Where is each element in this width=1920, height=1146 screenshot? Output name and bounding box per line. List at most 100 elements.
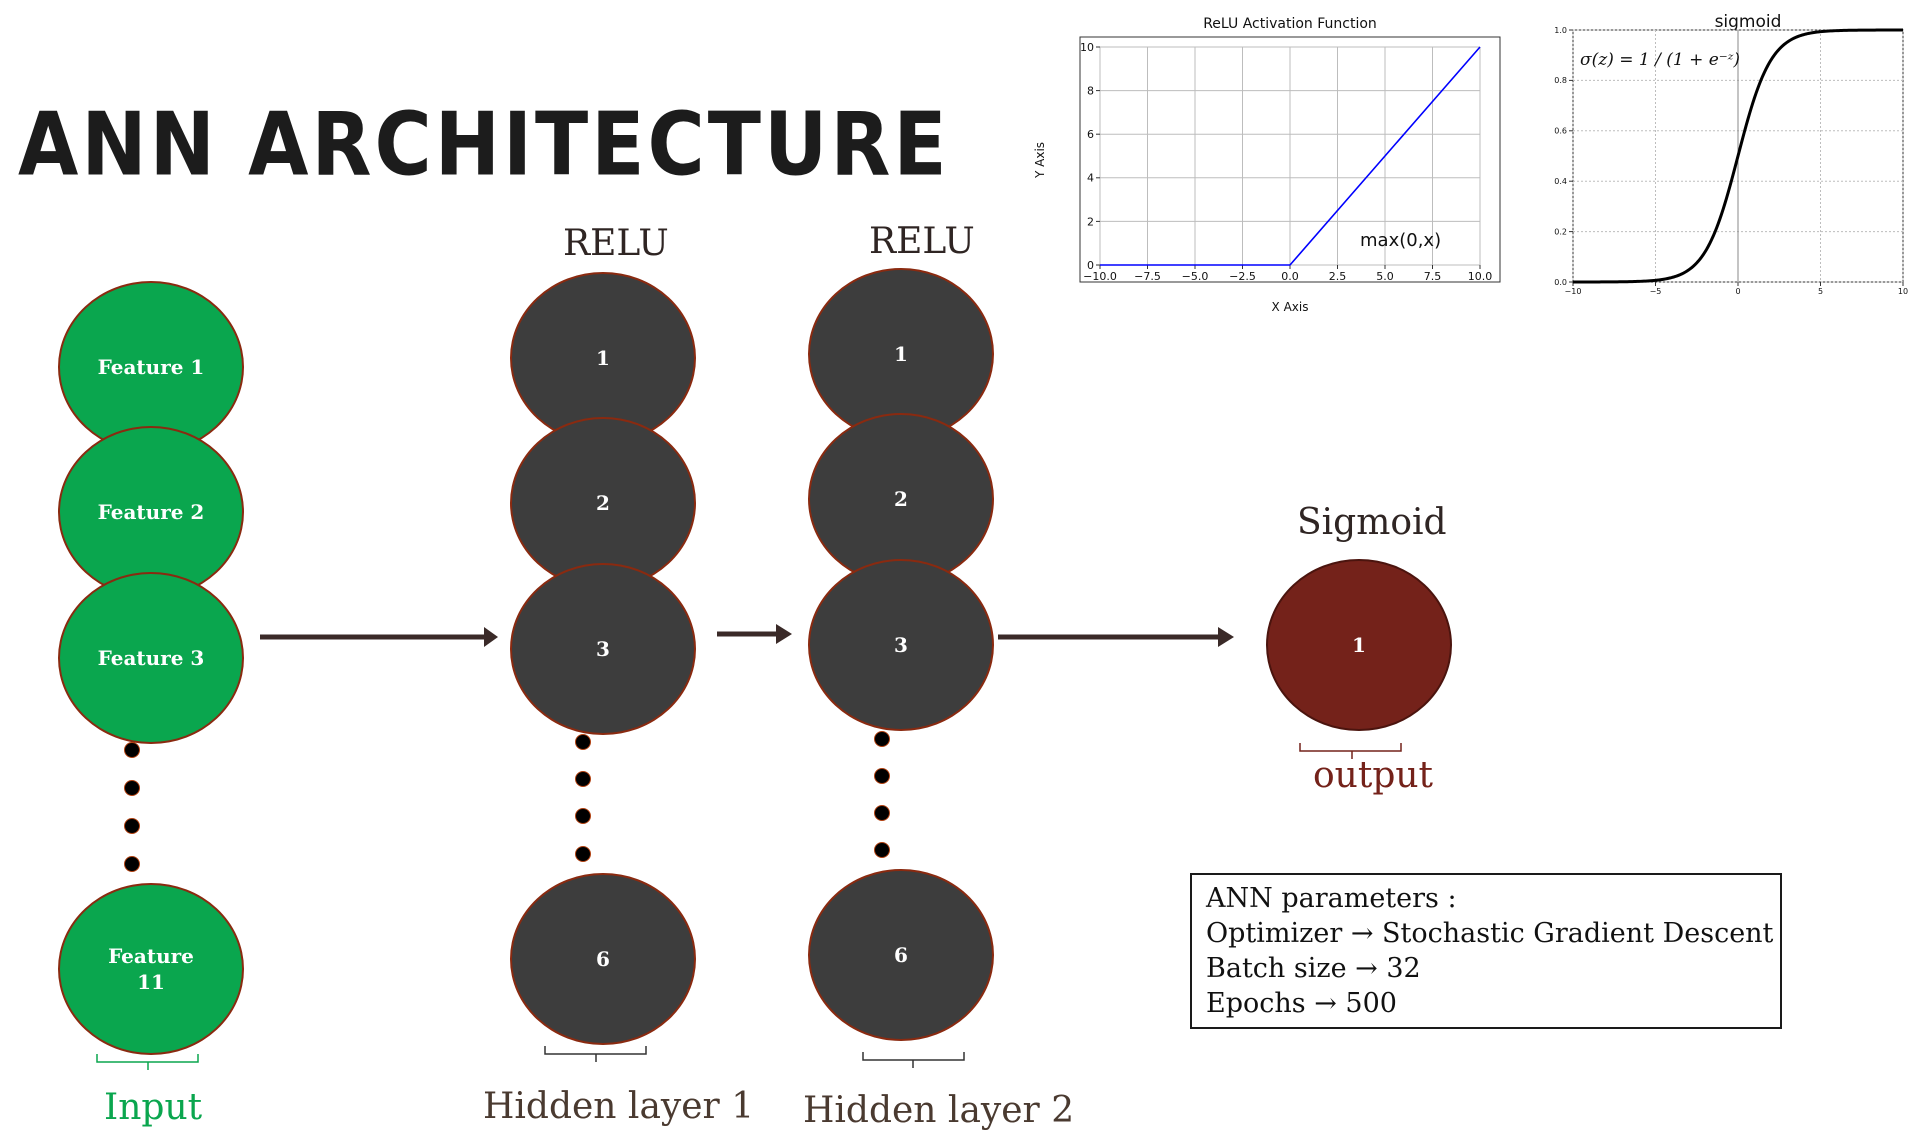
y-tick-label: 0.2 xyxy=(1554,227,1567,236)
ellipsis-dot xyxy=(575,808,591,824)
relu-x-ticks: −10.0 −7.5 −5.0 −2.5 0.0 2.5 5.0 7.5 10.0 xyxy=(1083,265,1492,283)
input-bracket xyxy=(96,1054,199,1070)
hidden1-node-3: 3 xyxy=(510,563,696,735)
relu-y-axis-label: Y Axis xyxy=(1033,142,1047,179)
y-tick-label: 0.0 xyxy=(1554,278,1567,287)
hidden1-node-1: 1 xyxy=(510,272,696,444)
input-node-label: Feature 2 xyxy=(97,500,205,524)
params-epochs: Epochs → 500 xyxy=(1206,988,1397,1019)
ellipsis-dot xyxy=(874,805,890,821)
hidden1-layer-label: Hidden layer 1 xyxy=(483,1086,755,1127)
hidden-node-label: 6 xyxy=(894,943,908,967)
hidden1-activation: RELU xyxy=(563,223,669,264)
ellipsis-dot xyxy=(124,818,140,834)
x-tick-label: 2.5 xyxy=(1329,270,1347,283)
ellipsis-dot xyxy=(575,734,591,750)
hidden-node-label: 3 xyxy=(894,633,908,657)
hidden-node-label: 3 xyxy=(596,637,610,661)
x-tick-label: −5.0 xyxy=(1182,270,1209,283)
arrow-input-to-hidden1-head xyxy=(484,627,498,647)
sigmoid-formula: σ(z) = 1 / (1 + e⁻ᶻ) xyxy=(1580,50,1740,70)
output-bracket xyxy=(1299,743,1402,759)
hidden1-node-2: 2 xyxy=(510,417,696,589)
x-tick-label: 5 xyxy=(1818,287,1823,296)
ellipsis-dot xyxy=(575,846,591,862)
ellipsis-dot xyxy=(124,780,140,796)
x-tick-label: 10.0 xyxy=(1468,270,1493,283)
params-optimizer: Optimizer → Stochastic Gradient Descent xyxy=(1206,918,1774,949)
input-node-label: Feature 11 xyxy=(108,944,194,994)
ellipsis-dot xyxy=(874,768,890,784)
x-tick-label: −2.5 xyxy=(1229,270,1256,283)
y-tick-label: 0.4 xyxy=(1554,177,1567,186)
hidden-node-label: 1 xyxy=(596,346,610,370)
sigmoid-chart: sigmoid −10 −5 0 5 10 0.0 0.2 0.4 0.6 0.8 1.0 σ(z… xyxy=(1554,12,1908,296)
x-tick-label: 7.5 xyxy=(1424,270,1442,283)
relu-y-ticks: 0 2 4 6 8 10 xyxy=(1080,41,1100,272)
ellipsis-dot xyxy=(874,842,890,858)
relu-chart-title: ReLU Activation Function xyxy=(1203,16,1377,32)
hidden2-layer-label: Hidden layer 2 xyxy=(803,1090,1075,1131)
relu-plot-frame xyxy=(1079,36,1501,283)
params-batch-size: Batch size → 32 xyxy=(1206,953,1421,984)
hidden2-node-2: 2 xyxy=(808,413,994,585)
ann-parameters-box: ANN parameters : Optimizer → Stochastic … xyxy=(1190,873,1782,1029)
hidden1-bracket xyxy=(544,1046,647,1062)
hidden2-node-1: 1 xyxy=(808,268,994,440)
sigmoid-series-line xyxy=(1572,28,1904,284)
y-tick-label: 0.8 xyxy=(1554,76,1567,85)
sigmoid-x-ticks: −10 −5 0 5 10 xyxy=(1565,282,1908,296)
y-tick-label: 2 xyxy=(1087,215,1094,228)
hidden-node-label: 2 xyxy=(894,487,908,511)
y-tick-label: 4 xyxy=(1087,172,1094,185)
ellipsis-dot xyxy=(124,856,140,872)
y-tick-label: 1.0 xyxy=(1554,26,1567,35)
hidden2-node-3: 3 xyxy=(808,559,994,731)
y-tick-label: 0 xyxy=(1087,259,1094,272)
relu-x-axis-label: X Axis xyxy=(1272,300,1309,314)
y-tick-label: 0.6 xyxy=(1554,127,1567,136)
hidden2-node-6: 6 xyxy=(808,869,994,1041)
output-node-label: 1 xyxy=(1352,633,1366,657)
page-title: ANN ARCHITECTURE xyxy=(18,95,950,196)
relu-series-line xyxy=(1100,46,1481,266)
sigmoid-chart-title: sigmoid xyxy=(1715,12,1782,32)
hidden-node-label: 2 xyxy=(596,491,610,515)
sigmoid-y-ticks: 0.0 0.2 0.4 0.6 0.8 1.0 xyxy=(1554,26,1573,287)
y-tick-label: 6 xyxy=(1087,128,1094,141)
y-tick-label: 10 xyxy=(1080,41,1094,54)
x-tick-label: 0.0 xyxy=(1281,270,1299,283)
output-node-1: 1 xyxy=(1266,559,1452,731)
relu-annotation: max(0,x) xyxy=(1360,230,1441,251)
input-node-feature-2: Feature 2 xyxy=(58,426,244,598)
x-tick-label: 0 xyxy=(1735,287,1740,296)
relu-chart: ReLU Activation Function −10.0 −7.5 −5.0 −2… xyxy=(1033,16,1501,314)
hidden-node-label: 1 xyxy=(894,342,908,366)
hidden2-bracket xyxy=(862,1052,965,1068)
x-tick-label: −5 xyxy=(1650,287,1662,296)
input-node-label: Feature 1 xyxy=(97,355,205,379)
ellipsis-dot xyxy=(874,731,890,747)
hidden-node-label: 6 xyxy=(596,947,610,971)
x-tick-label: −7.5 xyxy=(1134,270,1161,283)
y-tick-label: 8 xyxy=(1087,84,1094,97)
input-node-feature-11: Feature 11 xyxy=(58,883,244,1055)
output-layer-label: output xyxy=(1313,755,1434,796)
output-activation: Sigmoid xyxy=(1297,502,1447,543)
input-layer-label: Input xyxy=(104,1087,203,1128)
ellipsis-dot xyxy=(124,742,140,758)
input-node-label: Feature 3 xyxy=(97,646,205,670)
x-tick-label: −10 xyxy=(1565,287,1582,296)
arrow-hidden1-to-hidden2-head xyxy=(776,624,792,644)
arrow-hidden2-to-output-head xyxy=(1218,627,1234,647)
input-node-feature-1: Feature 1 xyxy=(58,281,244,453)
ellipsis-dot xyxy=(575,771,591,787)
x-tick-label: 5.0 xyxy=(1376,270,1394,283)
x-tick-label: −10.0 xyxy=(1083,270,1117,283)
x-tick-label: 10 xyxy=(1898,287,1908,296)
input-node-feature-3: Feature 3 xyxy=(58,572,244,744)
hidden2-activation: RELU xyxy=(869,221,975,262)
hidden1-node-6: 6 xyxy=(510,873,696,1045)
params-heading: ANN parameters : xyxy=(1206,883,1457,914)
